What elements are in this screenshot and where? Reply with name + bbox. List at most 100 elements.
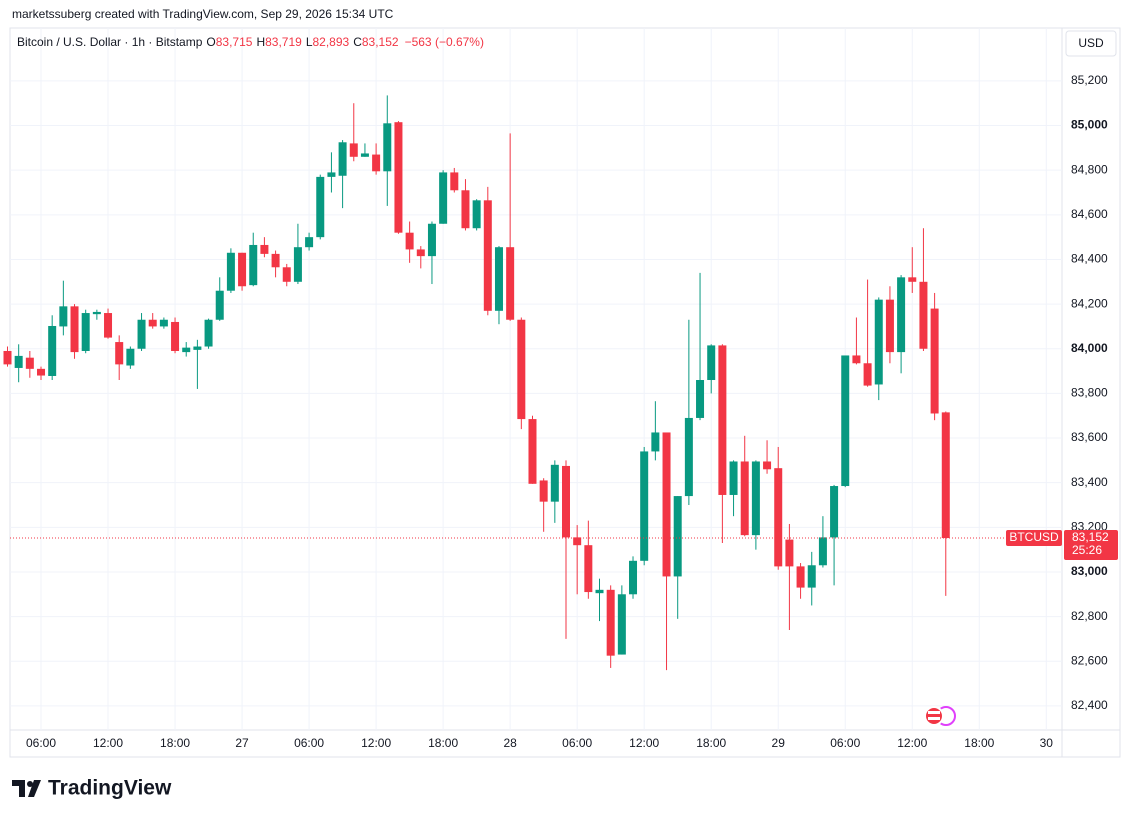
candle-body [282, 267, 291, 282]
candle-body [238, 252, 247, 287]
legend-symbol: Bitcoin / U.S. Dollar · 1h · Bitstamp [17, 35, 203, 49]
candle-body [673, 496, 682, 577]
candle-body [159, 319, 168, 327]
candle-body [316, 176, 325, 238]
x-tick-label: 18:00 [964, 736, 994, 750]
candle-body [59, 306, 68, 327]
candle-body [360, 153, 369, 157]
candle-body [852, 355, 861, 364]
candle-body [841, 355, 850, 487]
candle-body [104, 313, 113, 338]
candle-body [908, 277, 917, 282]
candle-body [629, 560, 638, 595]
x-tick-label: 18:00 [696, 736, 726, 750]
y-tick-label: 84,000 [1071, 341, 1108, 355]
x-tick-label: 12:00 [629, 736, 659, 750]
x-tick-label: 06:00 [294, 736, 324, 750]
candle-body [25, 357, 34, 369]
y-tick-label: 84,600 [1071, 207, 1108, 221]
candle-body [517, 319, 526, 420]
legend-o: O [206, 35, 215, 49]
legend-open: 83,715 [216, 35, 253, 49]
candle-body [863, 363, 872, 386]
candle-body [450, 172, 459, 191]
candle-body [461, 190, 470, 229]
candle-body [416, 249, 425, 257]
x-tick-label: 18:00 [160, 736, 190, 750]
brand-logo [12, 780, 41, 797]
y-tick-label: 84,400 [1071, 252, 1108, 266]
y-tick-label: 83,200 [1071, 519, 1108, 533]
candle-body [148, 319, 157, 327]
candle-body [751, 461, 760, 536]
candle-body [528, 419, 537, 484]
candle-body [249, 244, 258, 286]
candle-body [204, 319, 213, 347]
candle-body [327, 172, 336, 177]
legend: Bitcoin / U.S. Dollar · 1h · Bitstamp O83… [17, 35, 484, 49]
candle-body [897, 277, 906, 353]
candle-body [92, 311, 101, 315]
candle-body [115, 342, 124, 365]
candle-body [573, 537, 582, 546]
x-tick-label: 06:00 [562, 736, 592, 750]
candle-body [696, 380, 705, 418]
candle-body [394, 122, 403, 233]
y-tick-label: 82,600 [1071, 653, 1108, 667]
candle-body [338, 142, 347, 176]
candle-body [405, 232, 414, 250]
candle-body [226, 252, 235, 291]
candle-body [439, 172, 448, 224]
price-tag-bg [1064, 530, 1118, 561]
candle-body [718, 345, 727, 495]
legend-high: 83,719 [265, 35, 302, 49]
x-tick-label: 28 [503, 736, 517, 750]
candle-body [930, 308, 939, 414]
candle-body [550, 464, 559, 502]
candle-body [48, 325, 57, 376]
candle-body [37, 368, 46, 376]
candle-body [506, 247, 515, 320]
legend-low: 82,893 [313, 35, 350, 49]
x-tick-label: 12:00 [93, 736, 123, 750]
candle-body [595, 589, 604, 594]
currency-button[interactable] [1065, 30, 1117, 57]
candle-body [271, 253, 280, 268]
x-tick-label: 12:00 [897, 736, 927, 750]
candle-body [651, 432, 660, 452]
x-tick-label: 12:00 [361, 736, 391, 750]
candle-body [830, 486, 839, 538]
candle-body [796, 566, 805, 588]
candle-body [640, 451, 649, 561]
y-tick-label: 84,800 [1071, 162, 1108, 176]
candle-body [472, 200, 481, 229]
grid [10, 28, 1062, 730]
y-tick-label: 85,000 [1071, 118, 1108, 132]
x-tick-label: 18:00 [428, 736, 458, 750]
header-caption: marketssuberg created with TradingView.c… [12, 7, 394, 21]
candle-body [483, 200, 492, 311]
currency[interactable]: USD [1078, 36, 1104, 50]
candle-body [763, 461, 772, 470]
candle-body [740, 461, 749, 536]
candle-body [427, 223, 436, 257]
candle-body [193, 346, 202, 350]
legend-l: L [306, 35, 313, 49]
candle-body [81, 313, 90, 351]
x-tick-label: 30 [1040, 736, 1054, 750]
legend-h: H [256, 35, 265, 49]
candle-body [785, 539, 794, 567]
price-tag-symbol-bg [1006, 530, 1062, 547]
x-tick-label: 06:00 [830, 736, 860, 750]
candle-body [137, 319, 146, 349]
candle-body [885, 299, 894, 353]
y-tick-label: 83,400 [1071, 475, 1108, 489]
candle-body [562, 465, 570, 538]
candle-body [818, 537, 827, 566]
y-tick-label: 82,400 [1071, 698, 1108, 712]
flag-icon [924, 706, 956, 726]
candle-body [584, 545, 593, 593]
candle-body [617, 594, 626, 655]
candle-body [305, 237, 314, 248]
